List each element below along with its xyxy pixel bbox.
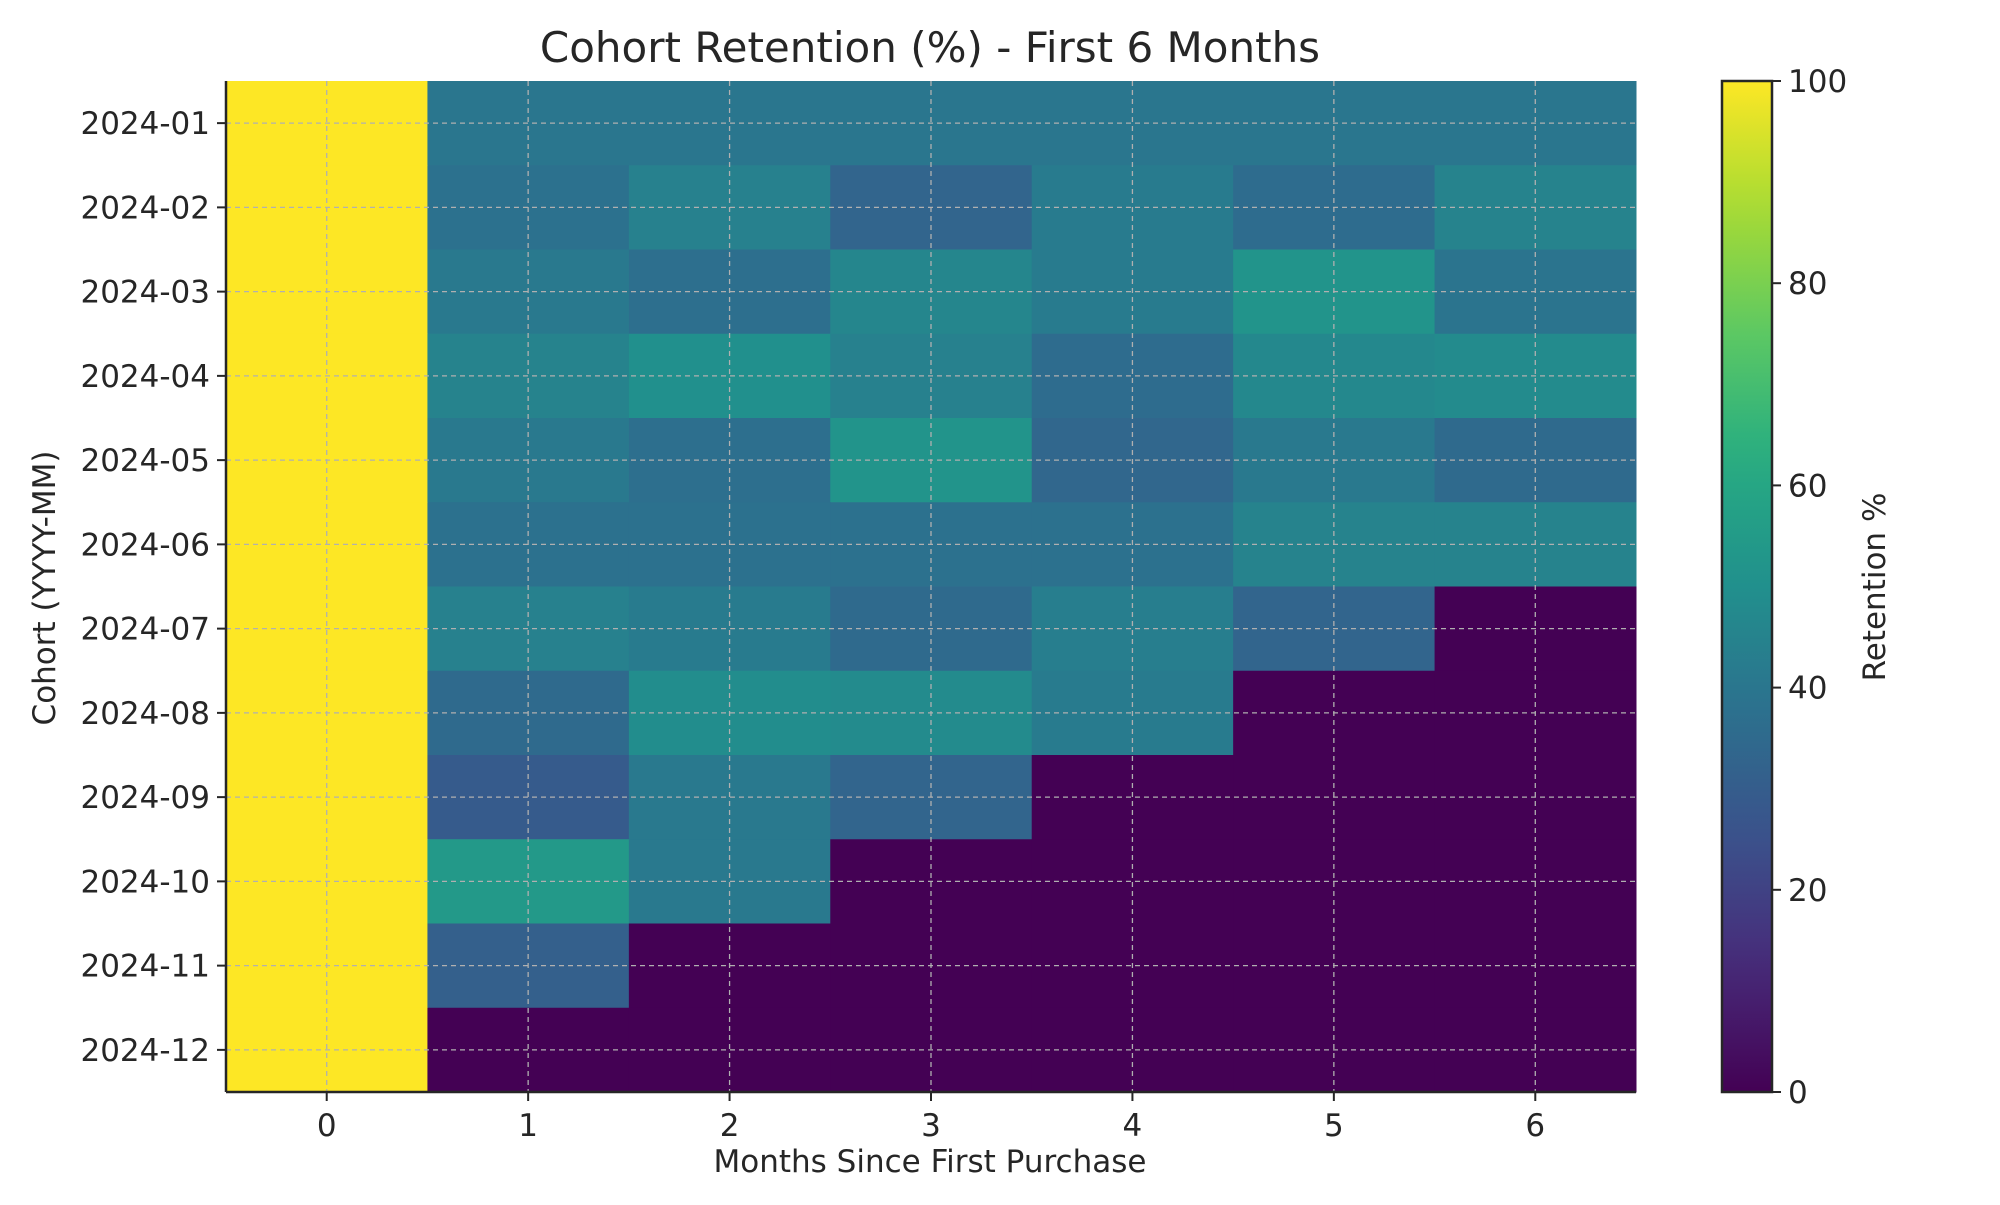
x-tick-label: 2 — [720, 1108, 740, 1144]
x-axis-ticks: 0 1 2 3 4 5 6 — [317, 1092, 1545, 1144]
y-tick-label: 2024-08 — [80, 696, 210, 732]
y-axis-label: Cohort (YYYY-MM) — [27, 451, 63, 726]
colorbar-label: Retention % — [1857, 493, 1893, 682]
colorbar-tick-label: 100 — [1788, 64, 1847, 100]
y-tick-label: 2024-04 — [80, 359, 210, 395]
y-tick-label: 2024-07 — [80, 612, 210, 648]
x-tick-label: 3 — [921, 1108, 941, 1144]
colorbar-tick-label: 40 — [1788, 671, 1827, 707]
x-tick-label: 1 — [518, 1108, 538, 1144]
colorbar-gradient — [1720, 79, 1774, 1094]
y-tick-label: 2024-11 — [80, 949, 210, 985]
y-tick-label: 2024-01 — [80, 106, 210, 142]
y-tick-label: 2024-03 — [80, 275, 210, 311]
x-axis-label: Months Since First Purchase — [714, 1144, 1147, 1180]
y-tick-label: 2024-02 — [80, 190, 210, 226]
grid-lines — [226, 81, 1636, 1092]
chart-title: Cohort Retention (%) - First 6 Months — [540, 23, 1320, 72]
x-tick-label: 5 — [1324, 1108, 1344, 1144]
colorbar-tick-label: 0 — [1788, 1075, 1808, 1111]
x-tick-label: 0 — [317, 1108, 337, 1144]
y-tick-label: 2024-12 — [80, 1033, 210, 1069]
y-tick-label: 2024-06 — [80, 527, 210, 563]
colorbar: 0 20 40 60 80 100 — [1720, 64, 1847, 1111]
y-axis-ticks: 2024-01 2024-02 2024-03 2024-04 2024-05 2024-… — [80, 106, 226, 1069]
colorbar-tick-label: 60 — [1788, 468, 1827, 504]
colorbar-tick-label: 20 — [1788, 873, 1827, 909]
x-tick-label: 6 — [1525, 1108, 1545, 1144]
colorbar-tick-label: 80 — [1788, 266, 1827, 302]
y-tick-label: 2024-10 — [80, 864, 210, 900]
y-tick-label: 2024-09 — [80, 780, 210, 816]
y-tick-label: 2024-05 — [80, 443, 210, 479]
x-tick-label: 4 — [1123, 1108, 1143, 1144]
